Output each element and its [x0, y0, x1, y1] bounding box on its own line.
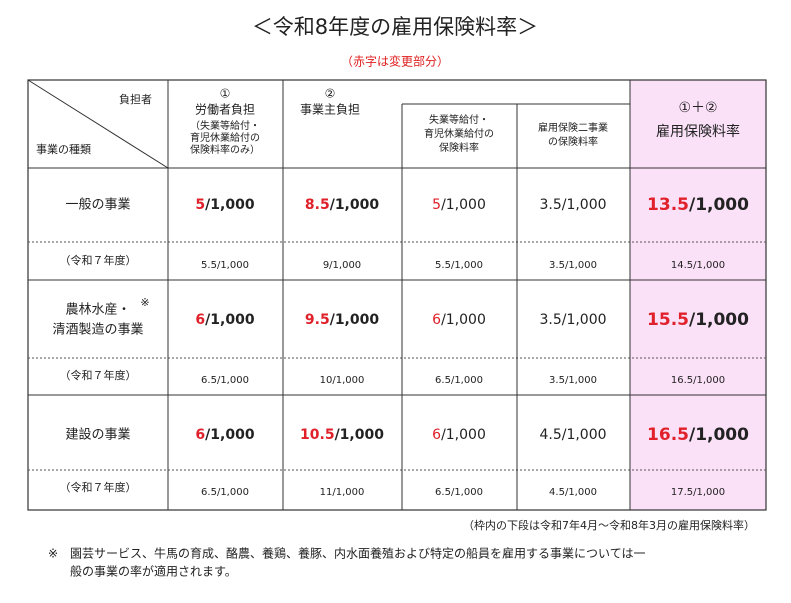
prior-label: （令和７年度）: [60, 368, 137, 382]
column-header: 労働者負担: [195, 103, 255, 117]
changed-value: 6: [195, 427, 205, 443]
rate-rest: /1,000: [689, 195, 749, 215]
column-header: 雇用保険料率: [656, 123, 740, 140]
rate-cell: 6/1,000: [195, 427, 254, 443]
table-lines: [27, 79, 767, 511]
column-header: 事業主負担: [300, 103, 360, 117]
rate-cell: 15.5/1,000: [647, 310, 749, 330]
changed-value: 15.5: [647, 310, 689, 330]
rate-rest: /1,000: [441, 427, 486, 443]
prior-rate: 5.5/1,000: [201, 260, 249, 271]
corner-bottom: 事業の種類: [36, 142, 91, 156]
changed-value: 16.5: [647, 425, 689, 445]
rate-cell: 6/1,000: [432, 312, 486, 328]
rate-cell: 3.5/1,000: [539, 312, 606, 328]
changed-value: 5: [432, 197, 441, 213]
row-label: 農林水産・: [65, 302, 130, 318]
column-header: 保険料率のみ）: [190, 143, 260, 156]
prior-rate: 4.5/1,000: [549, 487, 597, 498]
row-mark: ※: [140, 296, 149, 309]
rate-cell: 5/1,000: [432, 197, 486, 213]
column-header: ①: [220, 87, 231, 101]
column-header: 育児休業給付の: [424, 127, 494, 140]
prior-rate: 6.5/1,000: [201, 487, 249, 498]
column-header: 保険料率: [439, 141, 479, 154]
column-header: 育児休業給付の: [190, 131, 260, 144]
changed-value: 9.5: [305, 312, 330, 328]
rate-value: 3.5/1,000: [539, 312, 606, 328]
prior-rate: 3.5/1,000: [549, 260, 597, 271]
rate-cell: 8.5/1,000: [305, 197, 379, 213]
column-header: （失業等給付・: [190, 119, 260, 132]
prior-rate: 11/1,000: [320, 487, 365, 498]
rate-cell: 16.5/1,000: [647, 425, 749, 445]
rate-rest: /1,000: [335, 427, 385, 443]
prior-rate: 16.5/1,000: [671, 375, 725, 386]
rate-rest: /1,000: [330, 312, 380, 328]
row-label: 建設の事業: [65, 427, 130, 443]
rate-value: 3.5/1,000: [539, 197, 606, 213]
column-header: の保険料率: [548, 135, 598, 148]
row-label: 一般の事業: [65, 197, 130, 213]
rate-cell: 4.5/1,000: [539, 427, 606, 443]
rate-rest: /1,000: [689, 310, 749, 330]
prior-rate: 6.5/1,000: [435, 487, 483, 498]
changed-value: 6: [432, 427, 441, 443]
prior-rate: 6.5/1,000: [201, 375, 249, 386]
title: ＜令和8年度の雇用保険料率＞: [252, 15, 538, 39]
prior-rate: 3.5/1,000: [549, 375, 597, 386]
column-header: ①＋②: [678, 100, 717, 116]
prior-rate: 14.5/1,000: [671, 260, 725, 271]
rate-value: 4.5/1,000: [539, 427, 606, 443]
rate-rest: /1,000: [205, 312, 255, 328]
corner-top: 負担者: [119, 92, 152, 106]
rate-cell: 6/1,000: [195, 312, 254, 328]
rate-rest: /1,000: [689, 425, 749, 445]
prior-label: （令和７年度）: [60, 253, 137, 267]
changed-value: 10.5: [300, 427, 335, 443]
column-header: 雇用保険二事業: [538, 121, 608, 134]
column-header: 失業等給付・: [429, 113, 489, 126]
changed-value: 5: [195, 197, 205, 213]
changed-value: 6: [195, 312, 205, 328]
rate-rest: /1,000: [441, 312, 486, 328]
rate-rest: /1,000: [205, 427, 255, 443]
rate-cell: 13.5/1,000: [647, 195, 749, 215]
total-column-bg: [630, 80, 766, 510]
prior-rate: 10/1,000: [320, 375, 365, 386]
footnote: （枠内の下段は令和7年4月～令和8年3月の雇用保険料率）: [463, 518, 755, 532]
rate-cell: 6/1,000: [432, 427, 486, 443]
changed-value: 13.5: [647, 195, 689, 215]
column-header: ②: [325, 87, 336, 101]
rate-rest: /1,000: [205, 197, 255, 213]
prior-rate: 6.5/1,000: [435, 375, 483, 386]
note: 般の事業の率が適用されます。: [70, 564, 237, 579]
prior-rate: 5.5/1,000: [435, 260, 483, 271]
changed-value: 8.5: [305, 197, 330, 213]
subtitle: （赤字は変更部分）: [341, 54, 449, 69]
prior-label: （令和７年度）: [60, 480, 137, 494]
prior-rate: 17.5/1,000: [671, 487, 725, 498]
rate-cell: 3.5/1,000: [539, 197, 606, 213]
rate-cell: 5/1,000: [195, 197, 254, 213]
prior-rate: 9/1,000: [323, 260, 361, 271]
rate-cell: 10.5/1,000: [300, 427, 384, 443]
rate-rest: /1,000: [330, 197, 380, 213]
rate-cell: 9.5/1,000: [305, 312, 379, 328]
changed-value: 6: [432, 312, 441, 328]
rate-rest: /1,000: [441, 197, 486, 213]
row-label: 清酒製造の事業: [52, 322, 143, 338]
note: ※ 園芸サービス、牛馬の育成、酪農、養鶏、養豚、内水面養殖および特定の船員を雇用…: [48, 546, 645, 561]
